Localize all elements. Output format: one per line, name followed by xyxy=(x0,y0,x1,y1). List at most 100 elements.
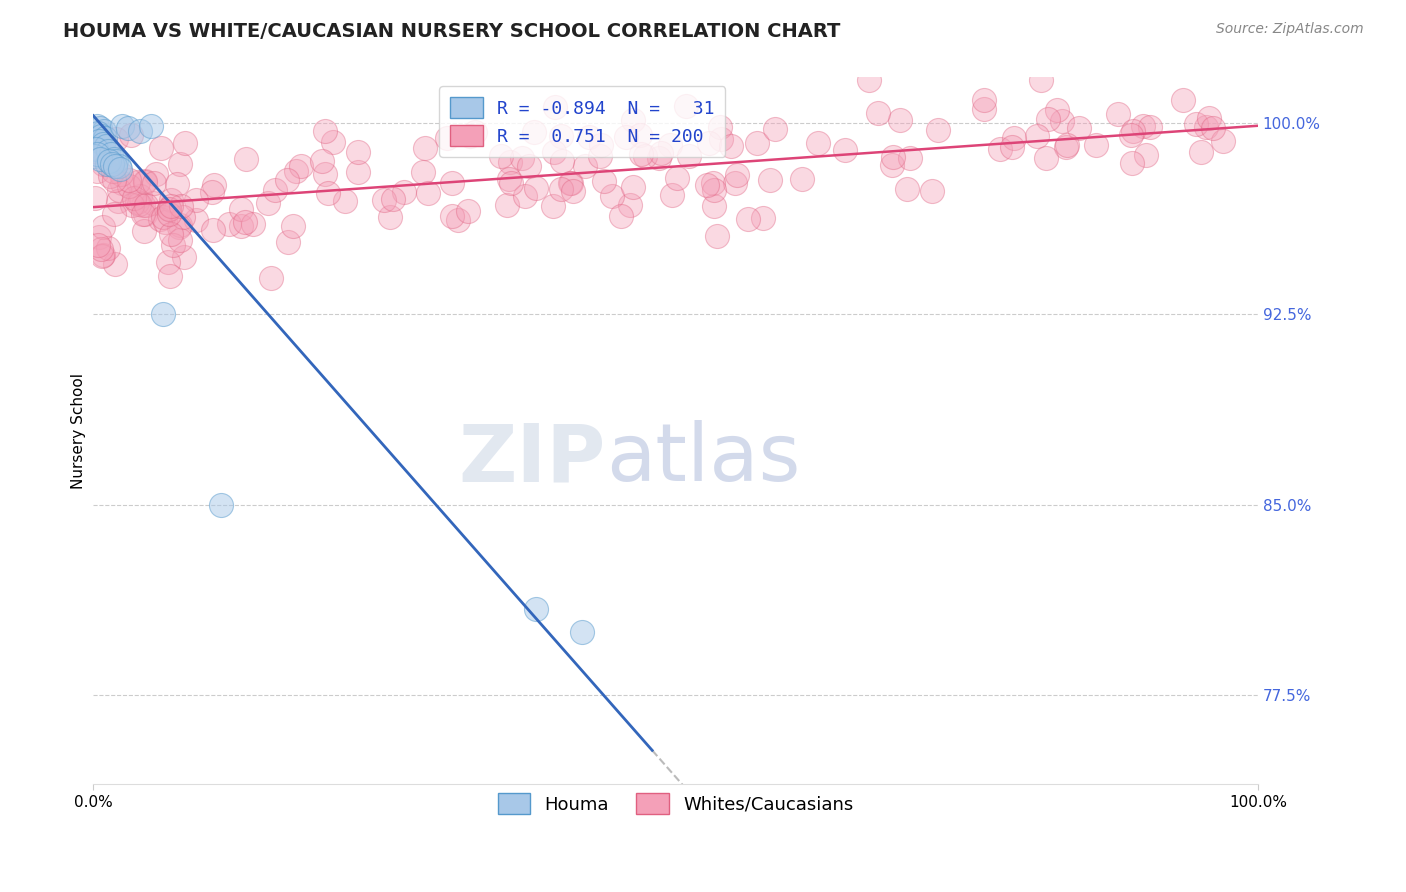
Point xyxy=(550,181,572,195)
Point xyxy=(131,207,153,221)
Point xyxy=(98,154,121,169)
Point xyxy=(763,121,786,136)
Point xyxy=(1046,103,1069,118)
Point xyxy=(866,105,889,120)
Point xyxy=(202,178,225,192)
Point xyxy=(120,128,142,142)
Point xyxy=(1184,117,1206,131)
Point xyxy=(628,128,651,142)
Point xyxy=(87,238,110,252)
Point xyxy=(347,165,370,179)
Point xyxy=(496,198,519,212)
Point xyxy=(157,207,180,221)
Point xyxy=(1198,112,1220,126)
Point xyxy=(436,130,458,145)
Point xyxy=(1189,145,1212,159)
Point xyxy=(592,174,614,188)
Point xyxy=(697,136,720,150)
Point xyxy=(526,180,548,194)
Point xyxy=(149,141,172,155)
Point xyxy=(441,209,464,223)
Point xyxy=(1122,123,1144,137)
Point xyxy=(589,148,612,162)
Point xyxy=(159,268,181,283)
Point xyxy=(464,125,486,139)
Point xyxy=(413,141,436,155)
Point xyxy=(725,168,748,182)
Legend: Houma, Whites/Caucasians: Houma, Whites/Caucasians xyxy=(486,782,865,825)
Point xyxy=(447,212,470,227)
Point xyxy=(709,120,731,134)
Text: ZIP: ZIP xyxy=(458,420,606,499)
Point xyxy=(89,121,111,136)
Point xyxy=(648,151,671,165)
Point xyxy=(127,175,149,189)
Point xyxy=(333,194,356,208)
Point xyxy=(1002,131,1025,145)
Point xyxy=(86,146,108,161)
Point xyxy=(1132,119,1154,133)
Point xyxy=(898,151,921,165)
Point xyxy=(1031,73,1053,87)
Point xyxy=(745,136,768,150)
Point xyxy=(1069,120,1091,135)
Point xyxy=(696,178,718,192)
Point xyxy=(678,149,700,163)
Point xyxy=(661,188,683,202)
Point xyxy=(491,148,513,162)
Point xyxy=(169,233,191,247)
Point xyxy=(235,152,257,166)
Point xyxy=(382,192,405,206)
Point xyxy=(1084,137,1107,152)
Point xyxy=(889,112,911,127)
Point xyxy=(107,160,129,174)
Point xyxy=(186,193,208,207)
Point xyxy=(880,158,903,172)
Point xyxy=(101,164,124,178)
Point xyxy=(973,102,995,116)
Point xyxy=(90,128,112,143)
Point xyxy=(1121,128,1143,142)
Point xyxy=(513,189,536,203)
Point xyxy=(1195,120,1218,135)
Point xyxy=(86,164,108,178)
Point xyxy=(720,139,742,153)
Point xyxy=(524,602,547,616)
Point xyxy=(619,198,641,212)
Point xyxy=(498,172,520,186)
Point xyxy=(111,177,134,191)
Point xyxy=(101,157,124,171)
Point xyxy=(541,198,564,212)
Point xyxy=(562,184,585,198)
Point xyxy=(1173,93,1195,107)
Point xyxy=(201,186,224,200)
Point xyxy=(111,119,134,133)
Point xyxy=(614,130,637,145)
Point xyxy=(544,100,567,114)
Point xyxy=(578,130,600,145)
Point xyxy=(501,176,523,190)
Point xyxy=(737,211,759,226)
Point xyxy=(285,164,308,178)
Point xyxy=(283,219,305,234)
Point xyxy=(242,217,264,231)
Point xyxy=(703,183,725,197)
Point xyxy=(394,185,416,199)
Point xyxy=(149,211,172,226)
Point xyxy=(156,255,179,269)
Point xyxy=(1050,113,1073,128)
Point xyxy=(988,142,1011,156)
Point xyxy=(172,210,194,224)
Point xyxy=(100,146,122,161)
Point xyxy=(134,206,156,220)
Point xyxy=(758,173,780,187)
Point xyxy=(128,196,150,211)
Point xyxy=(87,230,110,244)
Point xyxy=(173,250,195,264)
Point xyxy=(152,307,174,321)
Point xyxy=(103,152,125,166)
Point xyxy=(630,147,652,161)
Y-axis label: Nursery School: Nursery School xyxy=(72,373,86,489)
Text: HOUMA VS WHITE/CAUCASIAN NURSERY SCHOOL CORRELATION CHART: HOUMA VS WHITE/CAUCASIAN NURSERY SCHOOL … xyxy=(63,22,841,41)
Point xyxy=(724,176,747,190)
